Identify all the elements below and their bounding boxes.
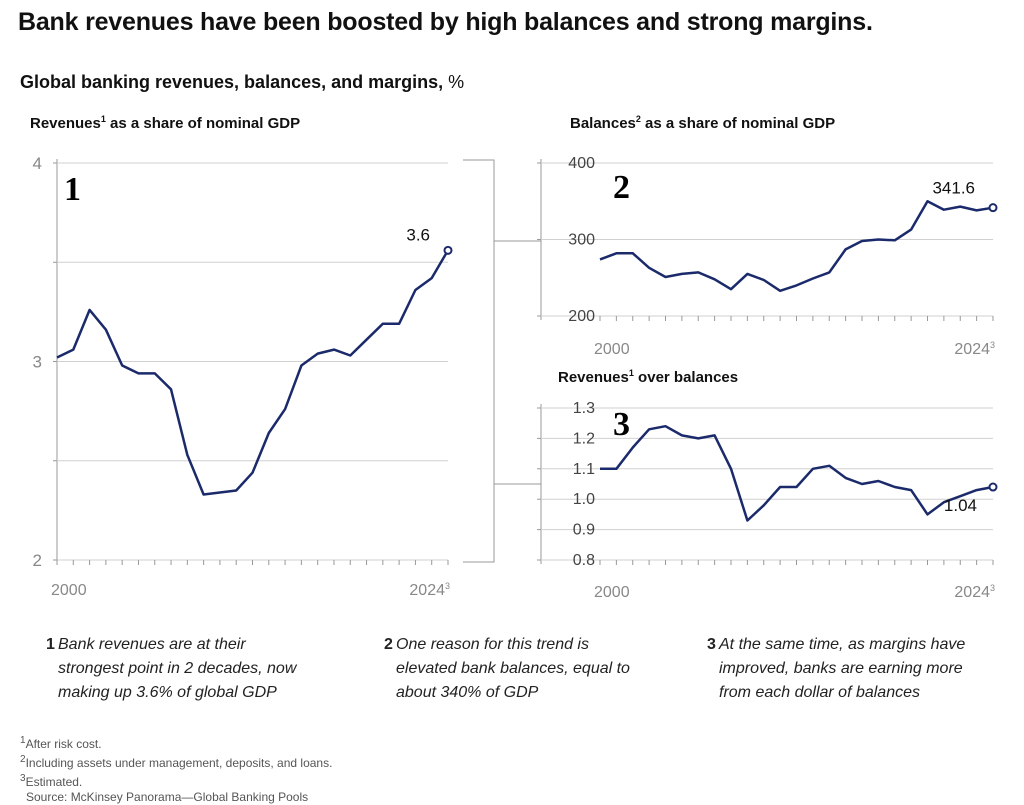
- panel-1-title-main: Revenues: [30, 115, 101, 132]
- panel-3-y-tick-label: 0.9: [573, 522, 595, 539]
- panel-3-y-tick-label: 0.8: [573, 552, 595, 569]
- panel-2-x-label-end-sup: 3: [990, 340, 995, 350]
- note-1-line-1: Bank revenues are at their: [58, 636, 246, 653]
- note-2-line-1: One reason for this trend is: [396, 636, 589, 653]
- panel-1-y-tick-label: 4: [33, 154, 42, 173]
- panel-1-x-label-end-sup: 3: [445, 581, 450, 591]
- panel-1-title: Revenues1 as a share of nominal GDP: [30, 114, 300, 132]
- panel-3-y-tick-label: 1.1: [573, 461, 595, 478]
- panel-3-series-line: [600, 424, 994, 522]
- footnote-1: 1After risk cost.: [20, 733, 332, 752]
- panel-2-y-tick-label: 300: [568, 232, 595, 249]
- panel-3-end-label: 1.04: [944, 496, 977, 515]
- panel-2-series-line: [599, 200, 994, 293]
- chart-subtitle: Global banking revenues, balances, and m…: [20, 72, 464, 93]
- source-text: Source: McKinsey Panorama—Global Banking…: [26, 790, 309, 804]
- footnote-source: Source: McKinsey Panorama—Global Banking…: [20, 790, 332, 805]
- note-2-number: 2: [384, 636, 393, 653]
- panel-1-series-line: [56, 249, 450, 496]
- panel-1-x-label-start: 2000: [51, 582, 87, 599]
- panel-2-x-label-end-year: 2024: [954, 341, 990, 358]
- note-3-line-1: At the same time, as margins have: [719, 636, 966, 653]
- note-3-line-3: from each dollar of balances: [719, 684, 920, 701]
- panel-1-y-tick-label: 2: [33, 551, 42, 570]
- footnote-2-sup: 2: [20, 754, 26, 765]
- panel-2-title-main: Balances: [570, 115, 636, 132]
- note-3-line-2: improved, banks are earning more: [719, 660, 963, 677]
- connector-bracket: [463, 159, 495, 563]
- footnote-1-sup: 1: [20, 735, 26, 746]
- panel-1-x-label-end: 20243: [409, 581, 450, 599]
- page-title: Bank revenues have been boosted by high …: [18, 8, 873, 36]
- note-2-line-3: about 340% of GDP: [396, 684, 539, 701]
- panel-3-title-rest: over balances: [634, 369, 738, 386]
- panel-1-y-tick-label: 3: [33, 353, 42, 372]
- note-1-line-3: making up 3.6% of global GDP: [58, 684, 277, 701]
- note-1-number: 1: [46, 636, 55, 653]
- footnote-3: 3Estimated.: [20, 771, 332, 790]
- subtitle-unit: %: [448, 72, 465, 92]
- panel-2-y-tick-label: 400: [568, 155, 595, 172]
- panel-2-x-label-end: 20243: [954, 340, 995, 358]
- panel-3-y-tick-label: 1.2: [573, 430, 595, 447]
- panel-3-title: Revenues1 over balances: [558, 368, 738, 386]
- subtitle-text: Global banking revenues, balances, and m…: [20, 72, 444, 92]
- panel-3-end-point: [988, 482, 998, 492]
- footnote-3-text: Estimated.: [25, 775, 83, 789]
- panel-2-title-rest: as a share of nominal GDP: [641, 115, 835, 132]
- panel-1-x-label-end-year: 2024: [409, 582, 445, 599]
- panel-3-x-label-end: 20243: [954, 583, 995, 601]
- footnote-2: 2Including assets under management, depo…: [20, 752, 332, 771]
- note-2-line-2: elevated bank balances, equal to: [396, 660, 630, 677]
- panel-2-end-point: [988, 203, 998, 213]
- panel-2-title-sup: 2: [636, 114, 641, 124]
- panel-1-title-sup: 1: [101, 114, 106, 124]
- panel-1-end-label: 3.6: [406, 225, 430, 244]
- panel-2-end-label: 341.6: [932, 179, 975, 198]
- note-3: 3 At the same time, as margins have impr…: [707, 633, 1019, 705]
- panel-3-title-sup: 1: [629, 368, 634, 378]
- note-1-line-2: strongest point in 2 decades, now: [58, 660, 297, 677]
- panel-1-number: 1: [64, 171, 81, 208]
- panel-3-x-label-end-year: 2024: [954, 584, 990, 601]
- note-3-number: 3: [707, 636, 716, 653]
- footnotes: 1After risk cost. 2Including assets unde…: [20, 733, 332, 805]
- panel-1-title-rest: as a share of nominal GDP: [106, 115, 300, 132]
- panel-1-end-point: [443, 245, 453, 255]
- note-1: 1 Bank revenues are at their strongest p…: [46, 633, 358, 705]
- footnote-1-text: After risk cost.: [25, 737, 102, 751]
- footnote-2-text: Including assets under management, depos…: [25, 756, 333, 770]
- panel-2-title: Balances2 as a share of nominal GDP: [570, 114, 835, 132]
- panel-2-x-label-start: 2000: [594, 341, 630, 358]
- panel-2-y-tick-label: 200: [568, 308, 595, 325]
- panel-3-x-label-end-sup: 3: [990, 583, 995, 593]
- panel-3-number: 3: [613, 406, 630, 443]
- panel-3-y-tick-label: 1.0: [573, 491, 595, 508]
- panel-3-y-tick-label: 1.3: [573, 400, 595, 417]
- panel-2-number: 2: [613, 169, 630, 206]
- note-2: 2 One reason for this trend is elevated …: [384, 633, 696, 705]
- panel-3-title-main: Revenues: [558, 369, 629, 386]
- panel-3-x-label-start: 2000: [594, 584, 630, 601]
- footnote-3-sup: 3: [20, 773, 26, 784]
